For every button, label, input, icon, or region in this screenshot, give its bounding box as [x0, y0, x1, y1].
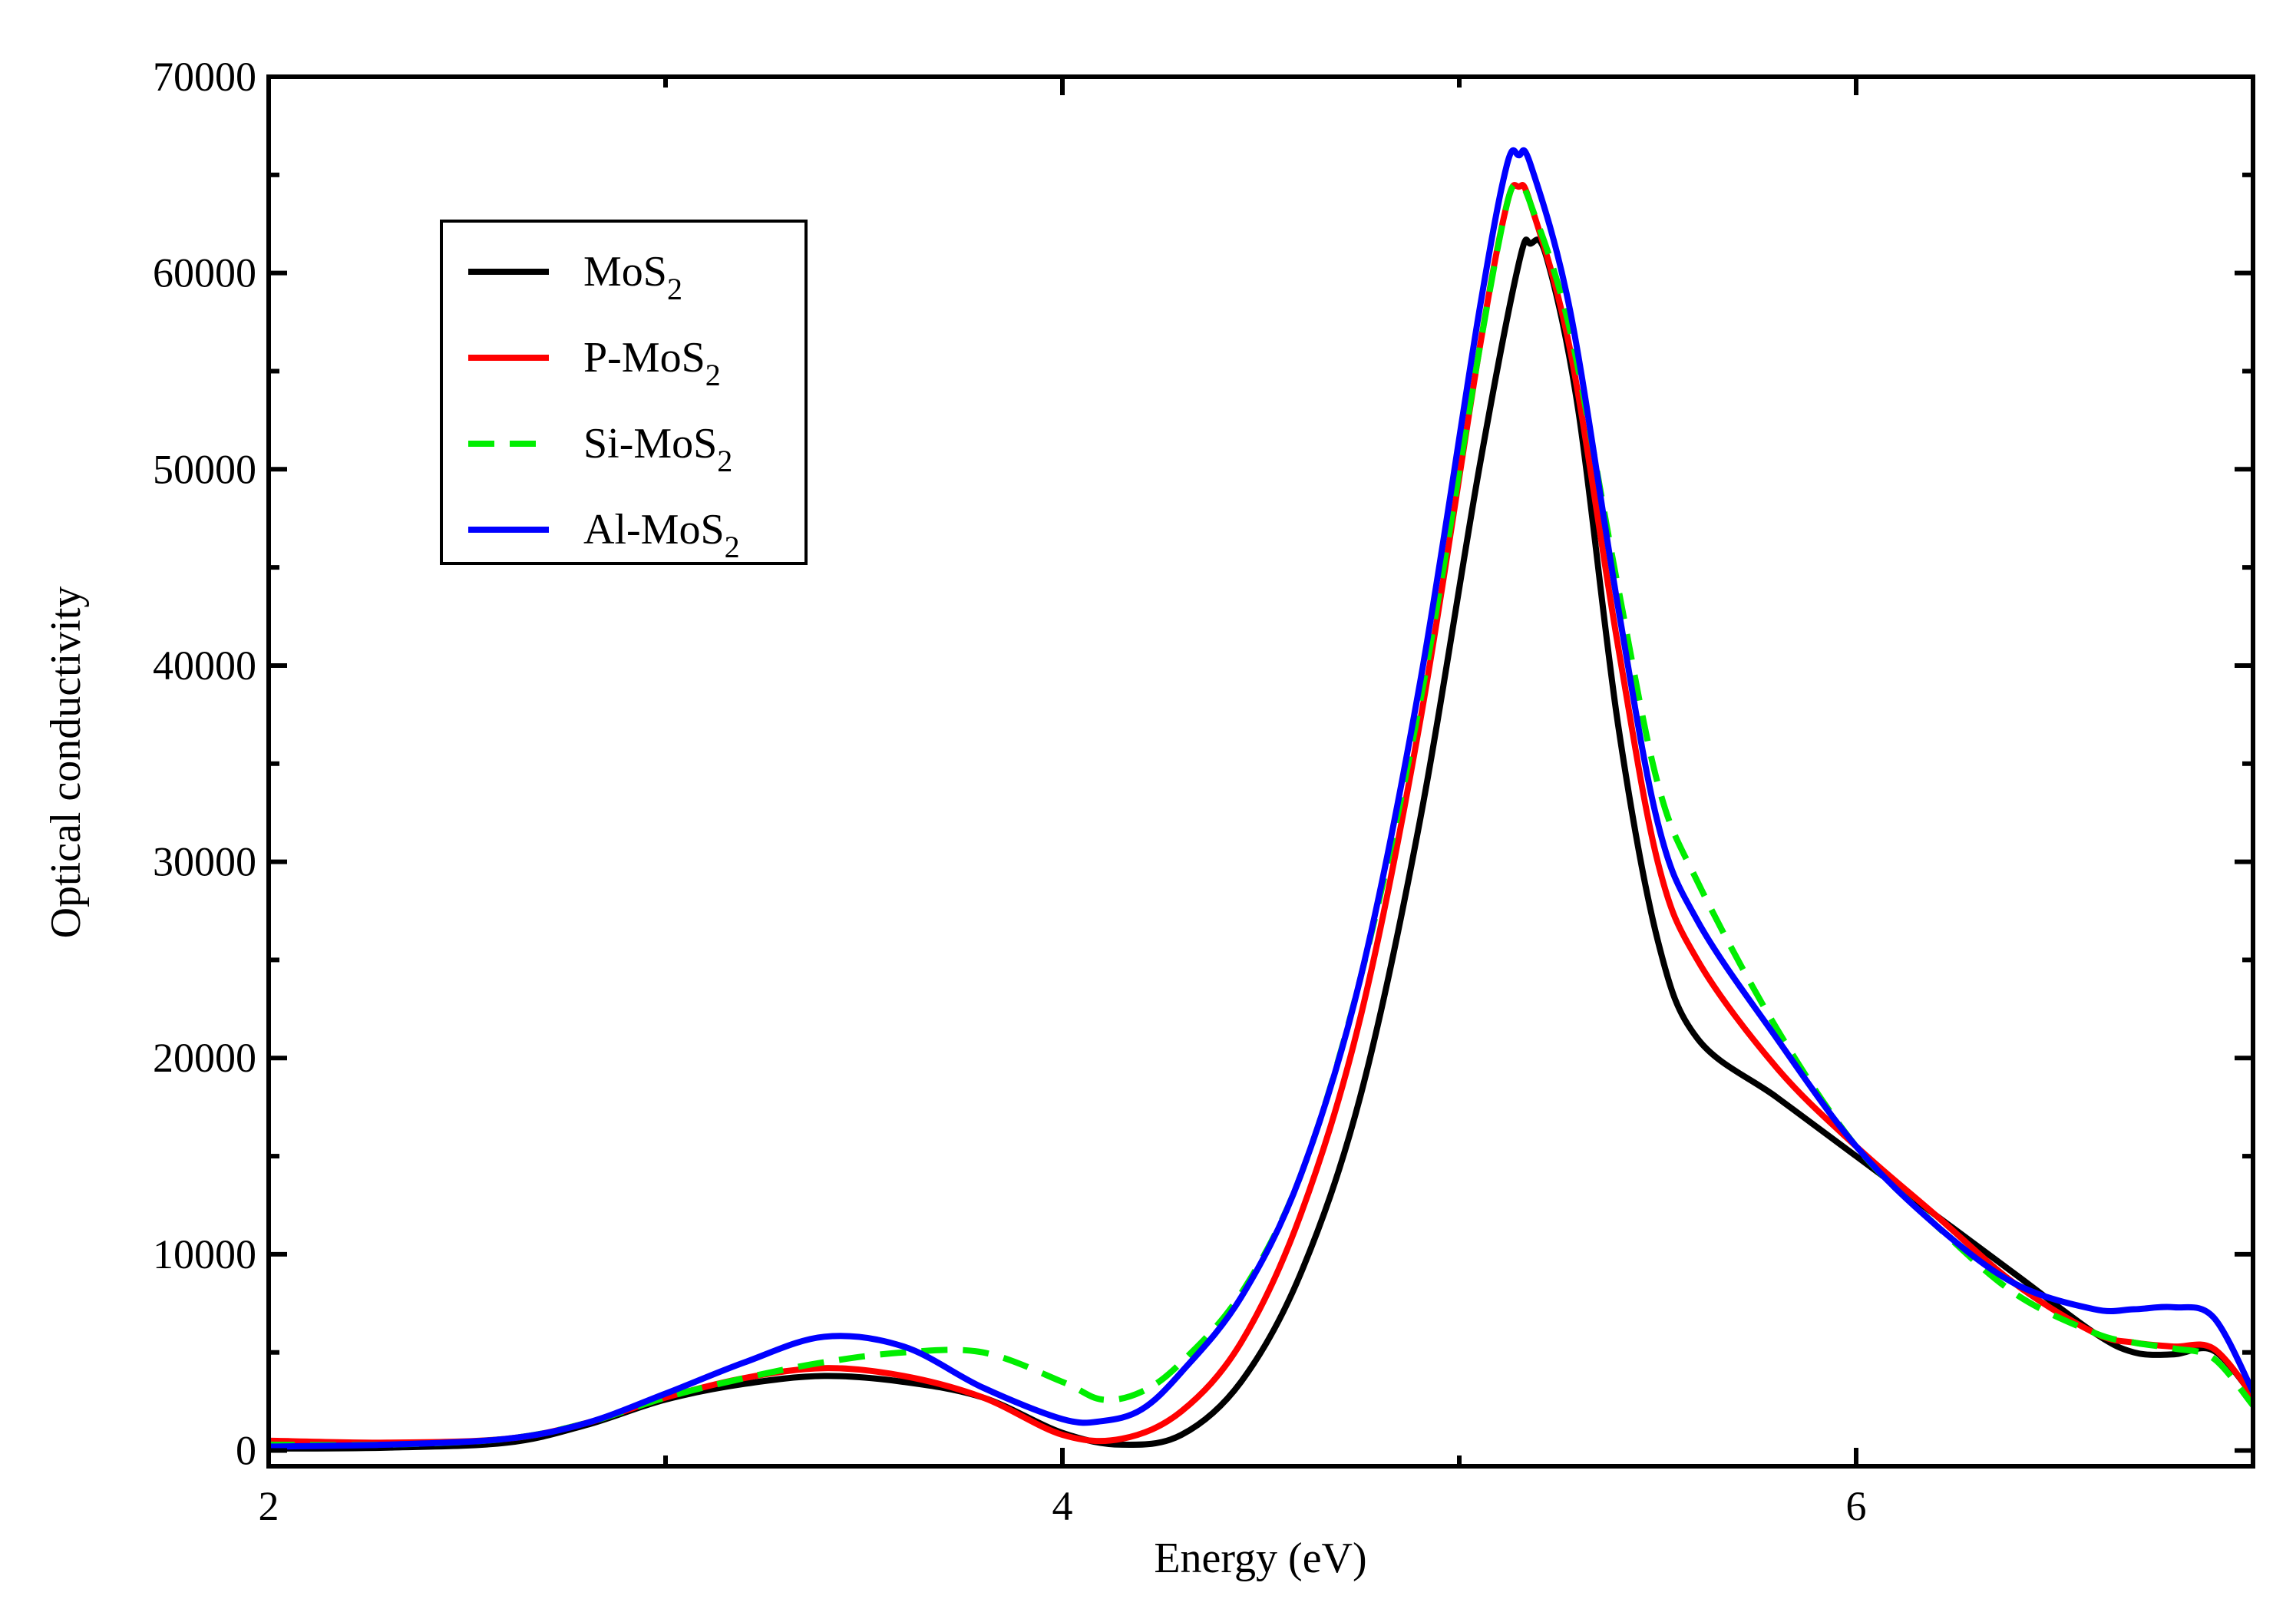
- series-line-al-mos2: [269, 147, 2253, 1450]
- legend-box: [440, 220, 808, 565]
- series-lines: [269, 147, 2253, 1452]
- series-line-si-mos2: [269, 182, 2253, 1449]
- y-axis-ticks: 0 10000 20000 30000 40000 50000 60000 70000: [153, 54, 2253, 1474]
- legend-label-al-mos2: Al-MoS2: [583, 506, 740, 564]
- legend-label-mos2: MoS2: [583, 248, 682, 306]
- x-axis-label: Energy (eV): [1154, 1535, 1366, 1582]
- y-tick-label: 30000: [153, 839, 256, 885]
- y-axis-label: Optical conductivity: [42, 586, 90, 939]
- plot-frame: [266, 74, 2255, 1469]
- legend: MoS2 P-MoS2 Si-MoS2 Al-MoS2: [440, 220, 808, 565]
- legend-label-p-mos2: P-MoS2: [583, 334, 721, 392]
- x-tick-label: 6: [1846, 1483, 1867, 1529]
- y-tick-label: 70000: [153, 54, 256, 100]
- y-tick-label: 60000: [153, 250, 256, 296]
- plot-border: [266, 74, 2255, 1469]
- y-tick-label: 50000: [153, 446, 256, 492]
- y-tick-label: 40000: [153, 643, 256, 689]
- x-axis-ticks: 2 4 6: [259, 77, 2255, 1529]
- x-tick-label: 2: [259, 1483, 279, 1529]
- x-tick-label: 4: [1052, 1483, 1073, 1529]
- y-tick-label: 20000: [153, 1035, 256, 1081]
- y-tick-label: 0: [236, 1428, 256, 1474]
- y-tick-label: 10000: [153, 1231, 256, 1277]
- legend-label-si-mos2: Si-MoS2: [583, 420, 732, 478]
